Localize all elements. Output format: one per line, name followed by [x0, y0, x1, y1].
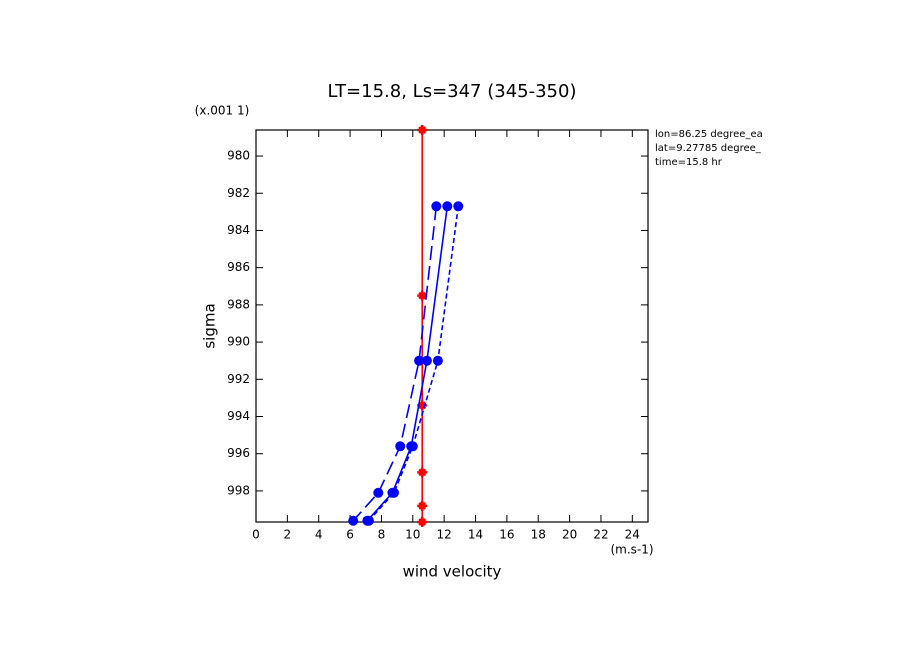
y-axis-label: sigma [201, 303, 219, 348]
plot-frame [255, 129, 649, 523]
point [417, 517, 428, 527]
point [417, 290, 428, 301]
x-tick-label: 2 [284, 528, 292, 542]
x-tick-label: 16 [499, 528, 514, 542]
x-axis-label: wind velocity [403, 563, 502, 581]
annotation: lon=86.25 degree_ea [655, 129, 763, 140]
x-tick-label: 24 [625, 528, 640, 542]
x-tick-label: 6 [346, 528, 354, 542]
y-tick-label: 990 [227, 335, 250, 349]
point [442, 201, 453, 212]
annotation: lat=9.27785 degree_ [655, 143, 762, 154]
point [417, 467, 428, 478]
annotation: time=15.8 hr [655, 157, 723, 168]
y-tick-label: 988 [227, 297, 250, 311]
x-tick-label: 22 [593, 528, 608, 542]
point [432, 355, 443, 366]
point [417, 500, 428, 511]
y-tick-label: 996 [227, 446, 250, 460]
point [431, 201, 442, 212]
x-tick-label: 0 [252, 528, 260, 542]
x-tick-label: 18 [531, 528, 546, 542]
y-tick-label: 982 [227, 186, 250, 200]
point [388, 487, 399, 498]
series-line [368, 206, 460, 522]
y-tick-label: 984 [227, 223, 250, 237]
y-tick-label: 994 [227, 409, 250, 423]
point [363, 515, 374, 526]
x-tick-label: 4 [315, 528, 323, 542]
y-tick-label: 986 [227, 260, 250, 274]
x-tick-label: 8 [378, 528, 386, 542]
point [373, 487, 384, 498]
x-tick-label: 20 [562, 528, 577, 542]
x-tick-label: 12 [437, 528, 452, 542]
y-tick-label: 998 [227, 483, 250, 497]
point [395, 441, 406, 452]
point [348, 515, 359, 526]
point [421, 355, 432, 366]
x-unit: (m.s-1) [610, 543, 653, 557]
chart-title: LT=15.8, Ls=347 (345-350) [328, 81, 577, 102]
point [407, 441, 418, 452]
x-tick-label: 10 [405, 528, 420, 542]
point [453, 201, 464, 212]
x-tick-label: 14 [468, 528, 483, 542]
point [417, 400, 428, 411]
point [417, 125, 428, 135]
y-tick-label: 980 [227, 149, 250, 163]
point [414, 355, 425, 366]
y-tick-label: 992 [227, 372, 250, 386]
y-unit: (x.001 1) [195, 104, 250, 118]
